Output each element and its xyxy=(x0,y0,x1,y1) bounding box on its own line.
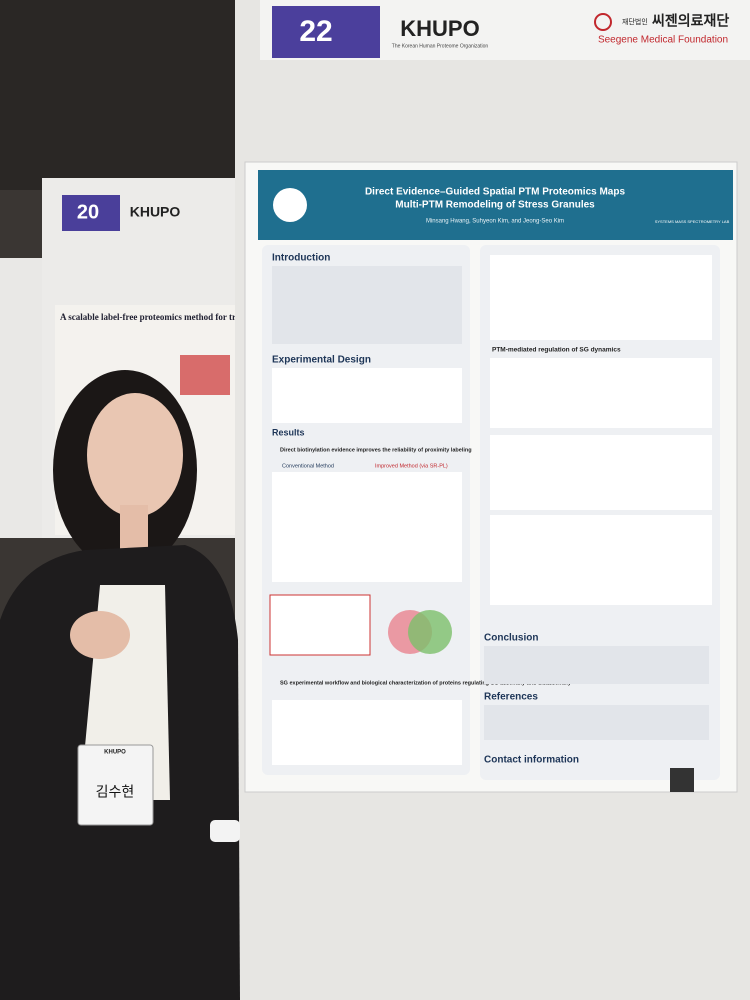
badge-logo: KHUPO xyxy=(104,750,126,756)
sponsor-kr: 씨젠의료재단 xyxy=(652,13,729,29)
number-box xyxy=(272,6,380,58)
booth-logo: KHUPO xyxy=(400,16,479,41)
ptm-bars xyxy=(490,358,712,428)
ceiling xyxy=(0,0,245,190)
method-a: Conventional Method xyxy=(282,463,334,469)
sponsor-en: Seegene Medical Foundation xyxy=(598,35,728,46)
badge-name: 김수현 xyxy=(96,784,135,800)
far-left-board xyxy=(0,258,45,538)
badge xyxy=(77,744,154,826)
university-logo xyxy=(273,188,307,222)
poster-header xyxy=(258,170,733,240)
section-heading: References xyxy=(484,692,538,703)
result-table xyxy=(269,594,371,656)
ptm-figure-top xyxy=(490,255,712,340)
section-heading: Contact information xyxy=(484,755,579,766)
qr-code xyxy=(670,768,694,792)
poster-authors: Minsang Hwang, Suhyeon Kim, and Jeong-Se… xyxy=(426,219,564,225)
sponsor-icon xyxy=(594,13,612,31)
lab-name: SYSTEMS MASS SPECTROMETRY LAB xyxy=(655,219,730,224)
section-heading: Results xyxy=(272,427,305,437)
method-b: Improved Method (via SR-PL) xyxy=(375,463,448,469)
watch xyxy=(210,820,240,842)
intro-text xyxy=(272,266,462,344)
booth-number: 22 xyxy=(299,15,332,48)
hand xyxy=(70,611,130,659)
section-heading: Introduction xyxy=(272,253,330,264)
sg-figure xyxy=(272,700,462,765)
ptm-domains xyxy=(490,515,712,605)
references-text xyxy=(484,705,709,740)
poster-title-1: Direct Evidence–Guided Spatial PTM Prote… xyxy=(365,187,626,198)
left-logo: KHUPO xyxy=(130,204,181,220)
ptm-ranked xyxy=(490,435,712,510)
left-poster-title: A scalable label-free proteomics method … xyxy=(60,312,248,322)
ptm-heading: PTM-mediated regulation of SG dynamics xyxy=(492,347,621,354)
face xyxy=(87,393,183,517)
left-number-box xyxy=(62,195,120,231)
sponsor-prefix: 재단법인 xyxy=(622,17,648,26)
section-heading: Conclusion xyxy=(484,633,538,644)
conclusion-text xyxy=(484,646,709,684)
neck xyxy=(120,505,148,555)
poster-title-2: Multi-PTM Remodeling of Stress Granules xyxy=(395,200,595,211)
design-figure xyxy=(272,368,462,423)
section-heading: Experimental Design xyxy=(272,355,371,366)
booth-logo-sub: The Korean Human Proteome Organization xyxy=(392,43,489,49)
method-figure xyxy=(272,472,462,582)
left-number: 20 xyxy=(77,201,99,223)
venn-right xyxy=(408,610,452,654)
results-heading: Direct biotinylation evidence improves t… xyxy=(280,447,472,453)
sg-heading: SG experimental workflow and biological … xyxy=(280,680,572,686)
left-poster-chart xyxy=(180,355,230,395)
